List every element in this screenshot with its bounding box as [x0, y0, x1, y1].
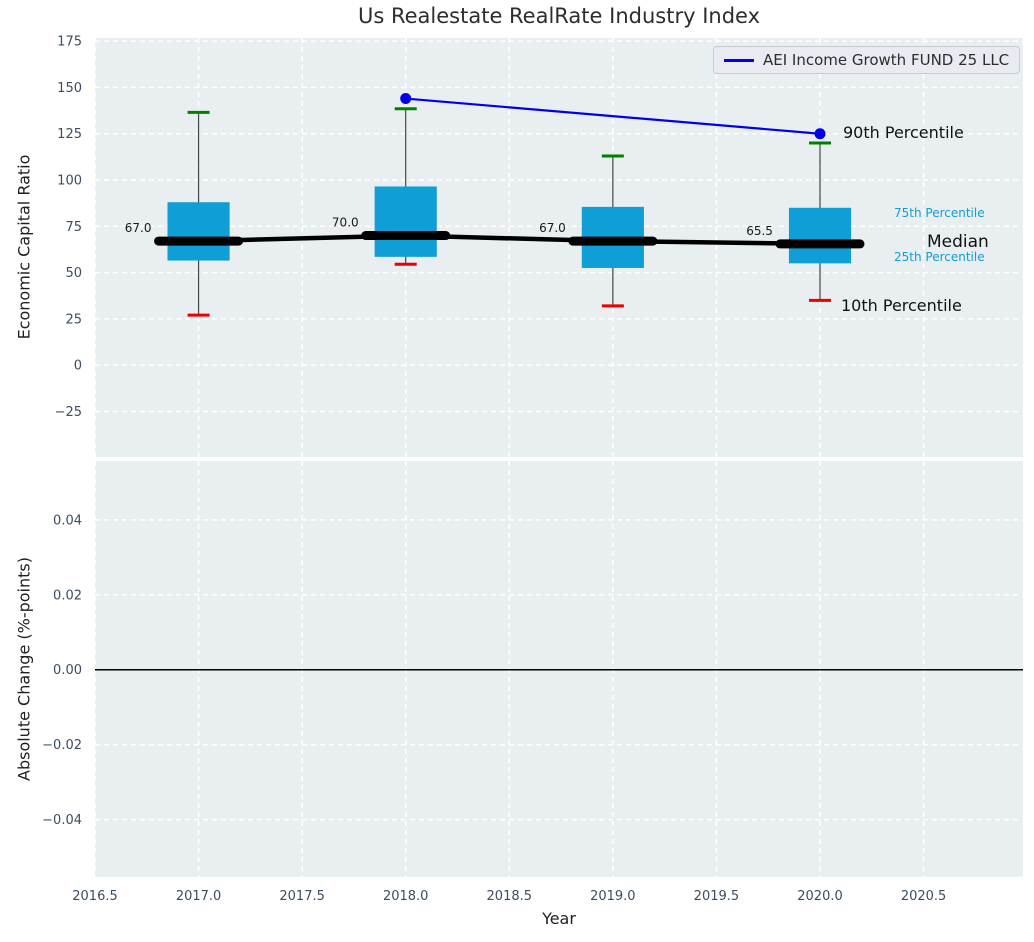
- x-tick-label: 2017.5: [279, 889, 325, 904]
- annotation-median: Median: [927, 232, 989, 252]
- y-tick-label: 75: [65, 220, 82, 235]
- x-tick-label: 2017.0: [176, 889, 222, 904]
- y-tick-label: 125: [57, 127, 82, 142]
- series-marker: [814, 128, 826, 140]
- annotation-10th-percentile: 10th Percentile: [841, 296, 962, 315]
- x-tick-label: 2020.5: [901, 889, 947, 904]
- x-tick-label: 2016.5: [72, 889, 118, 904]
- x-tick-label: 2019.5: [694, 889, 740, 904]
- x-tick-label: 2018.0: [383, 889, 429, 904]
- x-axis-label: Year: [542, 909, 576, 928]
- y-tick-label: 0.00: [53, 663, 82, 678]
- y-tick-label: −0.04: [42, 813, 82, 828]
- y-tick-label: 25: [65, 312, 82, 327]
- y-tick-label: 150: [57, 81, 82, 96]
- y-tick-label: 0.04: [53, 513, 82, 528]
- legend: AEI Income Growth FUND 25 LLC: [713, 46, 1021, 74]
- x-tick-label: 2019.0: [590, 889, 636, 904]
- y-tick-label: 50: [65, 266, 82, 281]
- y-tick-label: −25: [55, 405, 82, 420]
- chart-title: Us Realestate RealRate Industry Index: [357, 4, 760, 28]
- median-value-label-2020: 65.5: [746, 224, 773, 238]
- top-panel-background: [95, 38, 1023, 457]
- y-axis-label-bottom: Absolute Change (%-points): [14, 557, 34, 781]
- box-2020: [788, 207, 852, 264]
- annotation-90th-percentile: 90th Percentile: [843, 123, 964, 142]
- legend-series-label: AEI Income Growth FUND 25 LLC: [763, 51, 1010, 69]
- legend-line-sample: [724, 58, 754, 62]
- box-2018: [374, 186, 437, 257]
- y-axis-label-top: Economic Capital Ratio: [14, 154, 34, 340]
- median-value-label-2018: 70.0: [332, 216, 359, 230]
- x-tick-label: 2020.0: [797, 889, 843, 904]
- median-value-label-2019: 67.0: [539, 221, 566, 235]
- series-line: [405, 97, 821, 135]
- series-marker: [400, 93, 412, 105]
- x-tick-label: 2018.5: [487, 889, 533, 904]
- y-tick-label: −0.02: [42, 738, 82, 753]
- y-tick-label: 100: [57, 174, 82, 189]
- annotation-75th-percentile: 75th Percentile: [894, 206, 985, 220]
- box-2017: [167, 202, 230, 261]
- annotation-25th-percentile: 25th Percentile: [894, 250, 985, 264]
- y-tick-label: 0.02: [53, 588, 82, 603]
- y-tick-label: 175: [57, 35, 82, 50]
- y-tick-label: 0: [74, 359, 82, 374]
- median-value-label-2017: 67.0: [125, 221, 152, 235]
- median-connector-line: [196, 233, 823, 247]
